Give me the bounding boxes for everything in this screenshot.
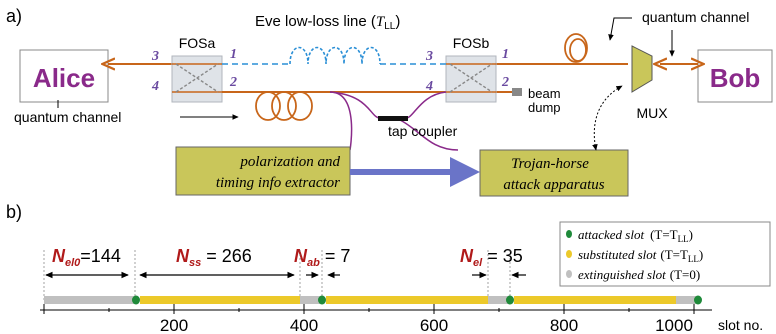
dump-label: dump (528, 100, 561, 115)
n-el-label: Nel = 35 (460, 246, 523, 269)
tick-600: 600 (420, 316, 448, 334)
tap-fiber-upper (405, 91, 447, 119)
port-fosb-3: 3 (425, 49, 433, 64)
port-fosb-2: 2 (501, 75, 509, 90)
extractor-box (175, 146, 351, 196)
legend-attacked: attacked slot (T=TLL) (578, 227, 693, 244)
port-fosb-4: 4 (425, 79, 433, 94)
panel-b-label: b) (6, 202, 22, 222)
beam-label: beam (528, 86, 561, 101)
quantum-channel-right-arrow (608, 17, 632, 41)
slot-bar-substituted-2 (326, 296, 488, 304)
trojan-line1: Trojan-horse (511, 156, 589, 172)
legend-extinguished-marker (566, 270, 572, 278)
trojan-box (479, 149, 629, 197)
alice-box (19, 49, 109, 103)
tick-200: 200 (160, 316, 188, 334)
fiber-spool-right (564, 33, 588, 63)
tap-coupler (378, 116, 408, 121)
n-el0-label: Nel0=144 (52, 246, 121, 269)
tap-fiber-lower (329, 91, 381, 119)
trojan-line2: attack apparatus (503, 177, 604, 193)
fosa-label: FOSa (179, 35, 216, 51)
slot-bar-attacked-4 (694, 295, 702, 305)
tick-800: 800 (550, 316, 578, 334)
tap-fiber-trojan (399, 119, 459, 151)
slot-bar-attacked-2 (318, 295, 326, 305)
legend-extinguished: extinguished slot (T=0) (578, 267, 700, 282)
eve-line (222, 46, 446, 65)
tick-1000: 1000 (655, 316, 693, 334)
slot-bar (44, 295, 702, 305)
port-fosa-1: 1 (230, 47, 237, 62)
quantum-channel-left-label: quantum channel (14, 109, 121, 125)
slot-bar-substituted-1 (140, 296, 300, 304)
port-fosa-3: 3 (151, 49, 159, 64)
fosb-box (445, 55, 497, 103)
slot-axis-ticks (43, 304, 695, 314)
mux-label: MUX (636, 105, 668, 121)
slot-bar-extinguished-2 (300, 296, 320, 304)
bob-label: Bob (710, 63, 761, 93)
n-ab-label: Nab = 7 (294, 246, 350, 269)
legend-substituted: substituted slot (T=TLL) (578, 247, 703, 264)
mux-shape (631, 45, 653, 93)
port-fosa-4: 4 (151, 79, 159, 94)
fosb-label: FOSb (453, 35, 490, 51)
quantum-channel-right-label: quantum channel (642, 9, 749, 25)
alice-label: Alice (33, 63, 95, 93)
slot-bar-extinguished-3 (488, 296, 508, 304)
n-ss-label: Nss = 266 (176, 246, 252, 269)
port-fosb-1: 1 (502, 47, 509, 62)
port-numbers: 3 4 1 2 3 4 1 2 (151, 47, 509, 94)
trojan-to-mux-dotted (592, 85, 623, 151)
fiber-spool-left (255, 91, 313, 121)
legend-box (559, 221, 771, 287)
tick-400: 400 (290, 316, 318, 334)
slot-bar-attacked-1 (132, 295, 140, 305)
slot-bar-attacked-3 (506, 295, 514, 305)
legend-substituted-marker (566, 250, 572, 258)
fosa-internals (172, 63, 222, 93)
slot-bar-extinguished-1 (44, 296, 134, 304)
eve-line-label: Eve low-loss line (TLL) (255, 13, 400, 32)
fosb-internals (446, 63, 496, 93)
slot-bar-substituted-3 (514, 296, 676, 304)
slot-bar-extinguished-4 (676, 296, 696, 304)
bob-box (697, 49, 773, 103)
port-fosa-2: 2 (229, 75, 237, 90)
slot-axis-label: slot no. (718, 317, 763, 333)
tap-fiber-to-extractor (329, 91, 353, 151)
extractor-line1: polarization and (239, 154, 340, 170)
fosa-box (171, 55, 223, 103)
extractor-line2: timing info extractor (216, 175, 340, 191)
beam-dump (512, 88, 522, 96)
legend-attacked-marker (566, 230, 572, 238)
span-guides (43, 250, 511, 300)
tap-coupler-label: tap coupler (388, 123, 458, 139)
panel-a-label: a) (6, 6, 22, 26)
